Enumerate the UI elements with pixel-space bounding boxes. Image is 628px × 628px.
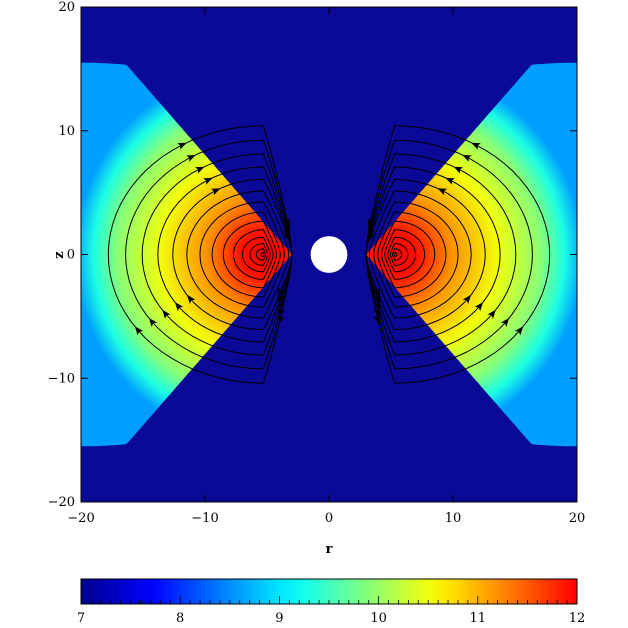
- field-arrow: [194, 166, 205, 174]
- colorbar-ticks: 7 8 9 10 11 12: [77, 596, 585, 626]
- y-axis-title: z: [52, 251, 67, 258]
- colorbar-tick-label: 12: [569, 611, 586, 626]
- field-arrow: [278, 287, 285, 298]
- field-arrow: [367, 218, 375, 228]
- field-line: [393, 252, 398, 257]
- field-line: [373, 201, 459, 308]
- central-black-hole: [310, 236, 348, 273]
- field-line: [232, 229, 274, 280]
- colorbar-gradient: [80, 578, 578, 605]
- field-line: [211, 211, 281, 298]
- field-arrow: [283, 218, 291, 228]
- field-arrow: [487, 309, 496, 319]
- field-line: [384, 229, 426, 280]
- field-line: [260, 252, 265, 257]
- field-arrow: [373, 315, 381, 325]
- field-arrow: [462, 294, 472, 305]
- plot-contents: [81, 7, 577, 502]
- y-tick-label: −10: [48, 371, 75, 386]
- field-arrow: [277, 300, 285, 311]
- y-axis: −20 −10 0 10 20: [48, 0, 577, 510]
- field-line: [368, 190, 472, 319]
- field-line: [241, 236, 271, 273]
- field-lines-left: [107, 125, 293, 384]
- field-arrow: [445, 177, 455, 185]
- plot-area: −20 −10 0 10 20 −20 −10 0 10 20: [48, 0, 586, 526]
- field-line: [391, 248, 403, 261]
- y-tick-label: 20: [58, 0, 75, 15]
- field-arrow: [437, 188, 448, 196]
- colorbar-tick-label: 8: [176, 611, 184, 626]
- field-line: [381, 220, 436, 289]
- field-arrow: [186, 154, 196, 162]
- field-line: [186, 190, 290, 319]
- colorbar-tick-label: 9: [275, 611, 283, 626]
- field-line: [249, 243, 269, 266]
- y-tick-label: −20: [48, 495, 75, 510]
- colorbar-tick-label: 7: [77, 611, 85, 626]
- field-arrow: [514, 326, 524, 336]
- field-arrow: [278, 293, 285, 304]
- field-arrow: [500, 317, 510, 328]
- x-tick-label: 0: [325, 511, 333, 526]
- field-arrow: [471, 142, 481, 150]
- x-tick-label: −20: [67, 511, 94, 526]
- field-arrow: [177, 142, 187, 150]
- field-line: [222, 220, 277, 289]
- colorbar: 7 8 9 10 11 12: [77, 578, 585, 626]
- field-arrow: [277, 315, 285, 325]
- field-arrow: [210, 188, 221, 196]
- field-arrow: [148, 317, 158, 328]
- x-axis-title: r: [326, 542, 333, 557]
- field-line: [255, 248, 267, 261]
- field-lines-right: [365, 125, 551, 384]
- field-line: [389, 243, 409, 266]
- field-arrow: [474, 302, 484, 312]
- field-arrow: [373, 300, 381, 311]
- colorbar-tick-label: 10: [370, 611, 387, 626]
- y-tick-label: 10: [58, 124, 75, 139]
- colorbar-tick-label: 11: [470, 611, 487, 626]
- field-arrow: [134, 326, 144, 336]
- field-arrow: [373, 287, 380, 298]
- field-arrow: [174, 302, 184, 312]
- field-arrow: [203, 177, 213, 185]
- x-tick-label: 20: [569, 511, 586, 526]
- field-arrow: [373, 293, 380, 304]
- x-tick-label: −10: [191, 511, 218, 526]
- y-tick-label: 0: [67, 248, 75, 263]
- field-line: [377, 211, 447, 298]
- x-axis: −20 −10 0 10 20: [67, 7, 585, 526]
- field-line: [199, 201, 285, 308]
- field-arrow: [462, 154, 472, 162]
- field-line: [387, 236, 417, 273]
- field-arrow: [453, 166, 464, 174]
- field-arrow: [162, 309, 171, 319]
- x-tick-label: 10: [445, 511, 462, 526]
- field-arrow: [186, 294, 196, 305]
